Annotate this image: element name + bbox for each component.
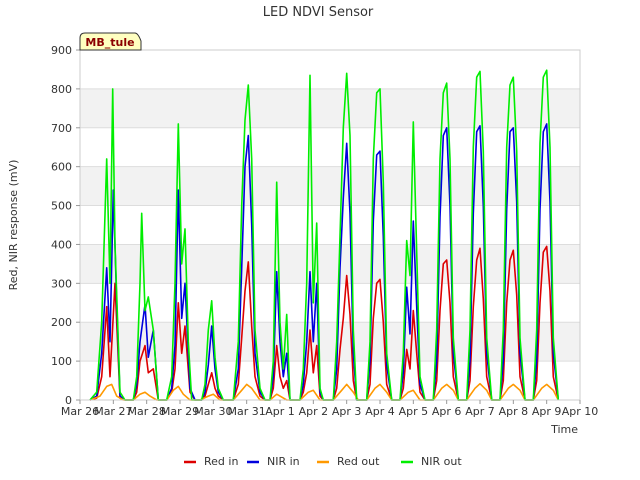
station-label-box: MB_tule [79,32,142,51]
plot-band [80,361,580,400]
x-tick-label: Apr 7 [465,405,495,418]
plot-band [80,166,580,206]
series-line-red-in [89,245,560,401]
plot-band [80,244,580,284]
x-tick-label: Mar 27 [94,405,132,418]
x-tick-label: Apr 2 [299,405,329,418]
legend-label: Red out [337,455,380,468]
legend-label: NIR in [267,455,300,468]
plot-band [80,283,580,323]
plot-band [80,88,580,128]
plot-frame [79,49,581,401]
x-tick-label: Apr 10 [562,405,599,418]
x-tick-label: Mar 28 [128,405,166,418]
y-tick-label: 300 [51,277,72,290]
plot-band [80,205,580,245]
y-tick-label: 600 [51,161,72,174]
y-tick-label: 400 [51,238,72,251]
x-tick-label: Mar 31 [228,405,266,418]
plot-background-bands [80,50,580,400]
y-tick-label: 500 [51,200,72,213]
y-axis-ticks: 0 100 200 300 400 500 600 700 800 900 [51,44,80,407]
x-tick-label: Mar 29 [161,405,199,418]
plot-band [80,127,580,167]
x-tick-label: Apr 9 [532,405,562,418]
x-tick-label: Mar 26 [61,405,99,418]
legend: Red in NIR in Red out NIR out [184,455,462,468]
x-tick-label: Apr 6 [432,405,462,418]
chart-title: LED NDVI Sensor [263,5,374,20]
y-tick-label: 700 [51,122,72,135]
y-tick-label: 800 [51,83,72,96]
x-tick-label: Apr 3 [332,405,362,418]
x-tick-label: Mar 30 [194,405,232,418]
y-axis-label: Red, NIR response (mV) [7,160,20,291]
y-tick-label: 900 [51,44,72,57]
station-label: MB_tule [85,36,134,49]
y-tick-label: 200 [51,316,72,329]
x-tick-label: Apr 5 [399,405,429,418]
x-tick-label: Apr 4 [365,405,395,418]
plot-band [80,50,580,89]
x-tick-label: Apr 8 [499,405,529,418]
legend-label: Red in [204,455,238,468]
y-tick-label: 0 [65,394,72,407]
x-tick-label: Apr 1 [265,405,295,418]
plot-band [80,322,580,362]
legend-label: NIR out [421,455,462,468]
x-axis-label: Time [550,423,578,436]
y-tick-label: 100 [51,355,72,368]
